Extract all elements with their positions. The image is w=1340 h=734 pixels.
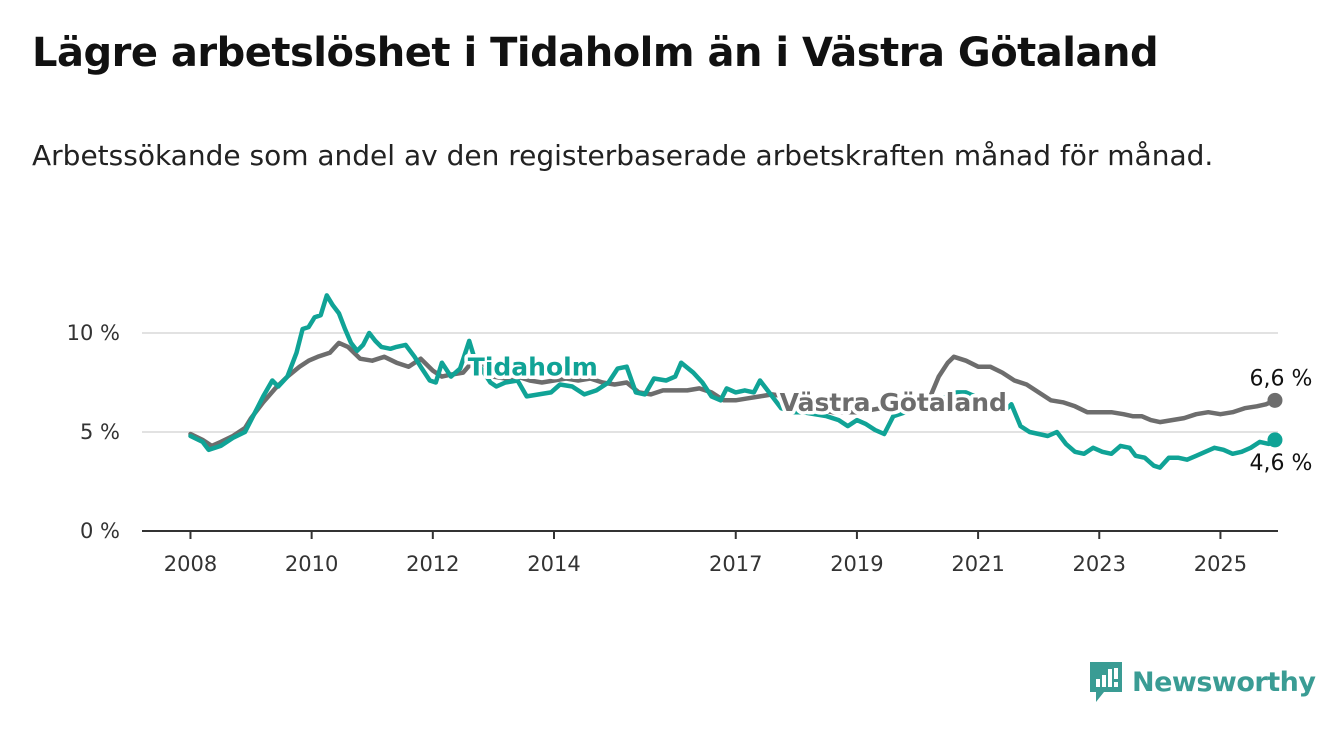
series-line-v-stra-g-taland xyxy=(188,340,1278,449)
series-label-tidaholm: Tidaholm xyxy=(468,353,598,382)
y-tick-label: 0 % xyxy=(80,519,120,543)
end-point-tidaholm xyxy=(1267,432,1283,448)
series-labels: 6,6 % 4,6 % Tidaholm Västra Götaland xyxy=(464,349,1315,478)
x-tick-label: 2008 xyxy=(164,552,217,576)
x-tick-label: 2014 xyxy=(527,552,580,576)
x-tick-label: 2010 xyxy=(285,552,338,576)
x-tick-label: 2017 xyxy=(709,552,762,576)
end-point-v-stra-g-taland xyxy=(1267,392,1283,408)
x-tick-label: 2021 xyxy=(951,552,1004,576)
y-tick-label: 10 % xyxy=(67,321,120,345)
end-value-label-tidaholm: 4,6 % xyxy=(1250,451,1313,476)
chart-subtitle: Arbetssökande som andel av den registerb… xyxy=(32,139,1214,172)
x-tick-label: 2019 xyxy=(830,552,883,576)
newsworthy-logo-icon xyxy=(1090,662,1122,702)
series-label-v-stra-g-taland: Västra Götaland xyxy=(780,388,1007,417)
y-tick-label: 5 % xyxy=(80,420,120,444)
x-tick-label: 2012 xyxy=(406,552,459,576)
x-tick-label: 2025 xyxy=(1194,552,1247,576)
grid-lines xyxy=(142,332,1278,433)
x-tick-label: 2023 xyxy=(1073,552,1126,576)
brand-name: Newsworthy xyxy=(1132,666,1316,698)
end-value-label-v-stra-g-taland: 6,6 % xyxy=(1250,366,1313,391)
axes: 0 % 5 % 10 % 2008 2010 2012 2014 2017 2019 2021 20… xyxy=(67,321,1278,576)
series-line-tidaholm xyxy=(188,293,1278,470)
series-lines xyxy=(188,293,1283,470)
brand-logo: Newsworthy xyxy=(1088,660,1316,704)
chart-title: Lägre arbetslöshet i Tidaholm än i Västr… xyxy=(32,30,1159,76)
